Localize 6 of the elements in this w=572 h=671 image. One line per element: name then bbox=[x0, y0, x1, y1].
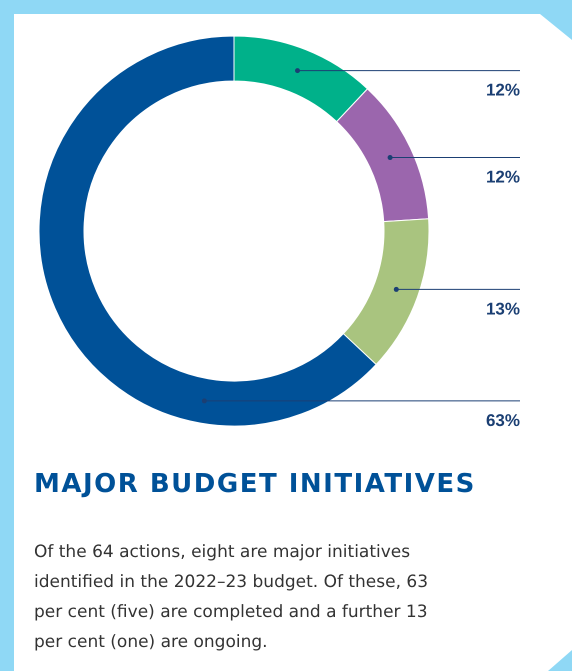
data-label: 63% bbox=[486, 410, 520, 430]
text: MAJOR BUDGET INITIATIVES bbox=[34, 469, 476, 499]
text: Of the 64 actions, eight are major initiatives identified in the 2022–23 budget. Of these, 63 per cent (five) are completed and a further 13 per cent (one) are ongoing. bbox=[34, 542, 428, 652]
data-label: 12% bbox=[486, 168, 520, 187]
data-label: 12% bbox=[486, 80, 520, 100]
data-label: 13% bbox=[486, 299, 520, 318]
